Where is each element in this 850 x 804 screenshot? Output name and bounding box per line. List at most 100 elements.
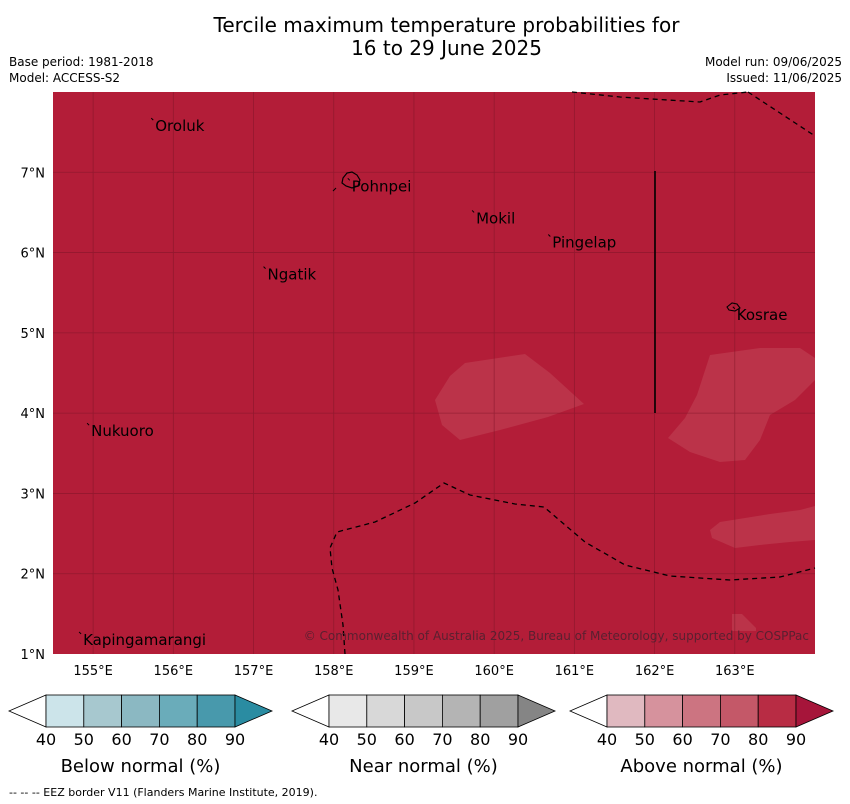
colorbar-extend-high bbox=[795, 694, 835, 728]
latitude-tick-label: 2°N bbox=[21, 568, 46, 583]
colorbar-segment bbox=[328, 694, 368, 728]
colorbar-extend-low bbox=[290, 694, 330, 728]
colorbar-tick-label: 50 bbox=[635, 730, 655, 749]
longitude-tick-label: 161°E bbox=[555, 664, 595, 679]
place-marker bbox=[78, 631, 82, 635]
colorbar-tick-label: 60 bbox=[111, 730, 131, 749]
place-marker bbox=[86, 422, 90, 426]
model-run-text: Model run: 09/06/2025 bbox=[704, 55, 842, 69]
place-marker bbox=[471, 210, 475, 213]
base-period-text: Base period: 1981-2018 bbox=[9, 55, 154, 69]
eez-footnote: -- -- -- EEZ border V11 (Flanders Marine… bbox=[9, 786, 318, 799]
latitude-tick-label: 1°N bbox=[21, 648, 46, 663]
colorbar-tick-label: 50 bbox=[357, 730, 377, 749]
colorbar-segment bbox=[606, 694, 646, 728]
place-label-mokil: Mokil bbox=[476, 209, 515, 227]
place-marker bbox=[150, 117, 154, 121]
ant-atoll-mark bbox=[332, 187, 337, 192]
kosrae-island-outline bbox=[726, 302, 741, 312]
colorbar-extend-low bbox=[568, 694, 608, 728]
place-label-kosrae: Kosrae bbox=[737, 306, 788, 324]
colorbar-segment bbox=[479, 694, 519, 728]
colorbar-tick-label: 60 bbox=[394, 730, 414, 749]
colorbar-tick-label: 90 bbox=[508, 730, 528, 749]
longitude-tick-label: 163°E bbox=[715, 664, 755, 679]
colorbar-segment bbox=[121, 694, 160, 728]
eez-border-north bbox=[571, 91, 749, 103]
map-title-line1: Tercile maximum temperature probabilitie… bbox=[213, 13, 680, 37]
place-marker bbox=[732, 306, 736, 310]
latitude-tick-label: 3°N bbox=[21, 487, 46, 502]
colorbar-tick-label: 60 bbox=[672, 730, 692, 749]
colorbar-title: Below normal (%) bbox=[61, 756, 221, 777]
model-text: Model: ACCESS-S2 bbox=[9, 71, 121, 85]
pohnpei-island-outline bbox=[341, 171, 361, 189]
colorbar-segment bbox=[720, 694, 759, 728]
light-area-southeast bbox=[710, 506, 815, 548]
colorbar-tick-label: 70 bbox=[432, 730, 452, 749]
light-area-center bbox=[435, 354, 584, 440]
light-area-east bbox=[668, 348, 815, 462]
colorbar-extend-low bbox=[7, 694, 47, 728]
colorbar-segment bbox=[404, 694, 443, 728]
map-title-line2: 16 to 29 June 2025 bbox=[351, 36, 542, 60]
meta-right: Model run: 09/06/2025 Issued: 11/06/2025 bbox=[705, 54, 842, 86]
colorbar-tick-label: 50 bbox=[74, 730, 94, 749]
colorbar-tick-label: 80 bbox=[187, 730, 207, 749]
longitude-tick-label: 158°E bbox=[314, 664, 354, 679]
colorbar-segment bbox=[644, 694, 683, 728]
colorbar-segment bbox=[682, 694, 721, 728]
colorbar-segment bbox=[366, 694, 405, 728]
place-marker bbox=[347, 177, 351, 181]
eez-border-northeast bbox=[747, 91, 816, 137]
colorbar-segment bbox=[45, 694, 85, 728]
eez-borders bbox=[329, 91, 816, 655]
lighter-probability-areas bbox=[435, 348, 815, 631]
colorbar-tick-label: 90 bbox=[786, 730, 806, 749]
latitude-tick-labels: 7°N 6°N 5°N 4°N 3°N 2°N 1°N bbox=[21, 166, 46, 663]
longitude-tick-labels: 155°E 156°E 157°E 158°E 159°E 160°E 161°E 162°E… bbox=[73, 664, 754, 679]
colorbar-title: Above normal (%) bbox=[620, 756, 782, 777]
colorbar-tick-label: 80 bbox=[470, 730, 490, 749]
place-label-ngatik: Ngatik bbox=[268, 266, 317, 284]
copyright-text: © Commonwealth of Australia 2025, Bureau… bbox=[304, 629, 809, 643]
colorbar-segment bbox=[158, 694, 198, 728]
longitude-tick-label: 155°E bbox=[73, 664, 113, 679]
place-marker bbox=[263, 266, 266, 269]
latitude-tick-label: 7°N bbox=[21, 166, 46, 181]
colorbar-tick-label: 70 bbox=[149, 730, 169, 749]
colorbar-tick-label: 40 bbox=[319, 730, 339, 749]
meta-left: Base period: 1981-2018 Model: ACCESS-S2 bbox=[9, 54, 154, 86]
colorbar-tick-label: 40 bbox=[597, 730, 617, 749]
latitude-tick-label: 4°N bbox=[21, 407, 46, 422]
colorbar-segment bbox=[196, 694, 236, 728]
colorbar-tick-label: 40 bbox=[36, 730, 56, 749]
colorbar-tick-label: 70 bbox=[710, 730, 730, 749]
colorbar-segment bbox=[441, 694, 481, 728]
light-area-small bbox=[732, 614, 756, 631]
longitude-tick-label: 157°E bbox=[234, 664, 274, 679]
latitude-tick-label: 5°N bbox=[21, 327, 46, 342]
colorbar-extend-high bbox=[517, 694, 557, 728]
colorbar-extend-high bbox=[234, 694, 274, 728]
colorbar-2: 40 50 60 70 80 90 Near normal (%) bbox=[290, 694, 557, 777]
place-label-nukuoro: Nukuoro bbox=[91, 422, 154, 440]
colorbar-tick-label: 80 bbox=[748, 730, 768, 749]
colorbar-tick-label: 90 bbox=[225, 730, 245, 749]
place-label-oroluk: Oroluk bbox=[155, 117, 204, 135]
place-label-pohnpei: Pohnpei bbox=[352, 177, 412, 195]
place-label-kapingamarangi: Kapingamarangi bbox=[83, 631, 206, 649]
place-marker bbox=[547, 234, 551, 237]
longitude-tick-label: 156°E bbox=[154, 664, 194, 679]
latitude-tick-label: 6°N bbox=[21, 247, 46, 262]
longitude-tick-label: 162°E bbox=[635, 664, 675, 679]
colorbar-segment bbox=[83, 694, 123, 728]
place-label-pingelap: Pingelap bbox=[552, 234, 616, 252]
place-labels: Oroluk Pohnpei Mokil Pingelap Ngatik Kosrae Nu… bbox=[78, 117, 788, 649]
colorbar-segment bbox=[757, 694, 797, 728]
issued-text: Issued: 11/06/2025 bbox=[726, 71, 842, 85]
colorbar-title: Near normal (%) bbox=[349, 756, 498, 777]
